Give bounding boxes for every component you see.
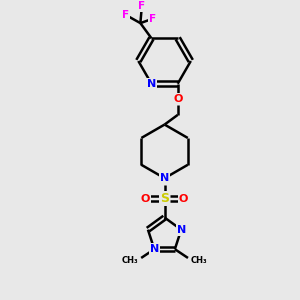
Text: F: F bbox=[122, 10, 129, 20]
Text: O: O bbox=[173, 94, 182, 104]
Text: N: N bbox=[160, 173, 169, 183]
Text: F: F bbox=[138, 1, 146, 11]
Text: CH₃: CH₃ bbox=[191, 256, 208, 266]
Text: O: O bbox=[141, 194, 150, 204]
Text: N: N bbox=[150, 244, 159, 254]
Text: O: O bbox=[179, 194, 188, 204]
Text: CH₃: CH₃ bbox=[122, 256, 138, 266]
Text: F: F bbox=[149, 14, 156, 24]
Text: N: N bbox=[147, 79, 156, 89]
Text: S: S bbox=[160, 192, 169, 205]
Text: N: N bbox=[177, 225, 186, 235]
